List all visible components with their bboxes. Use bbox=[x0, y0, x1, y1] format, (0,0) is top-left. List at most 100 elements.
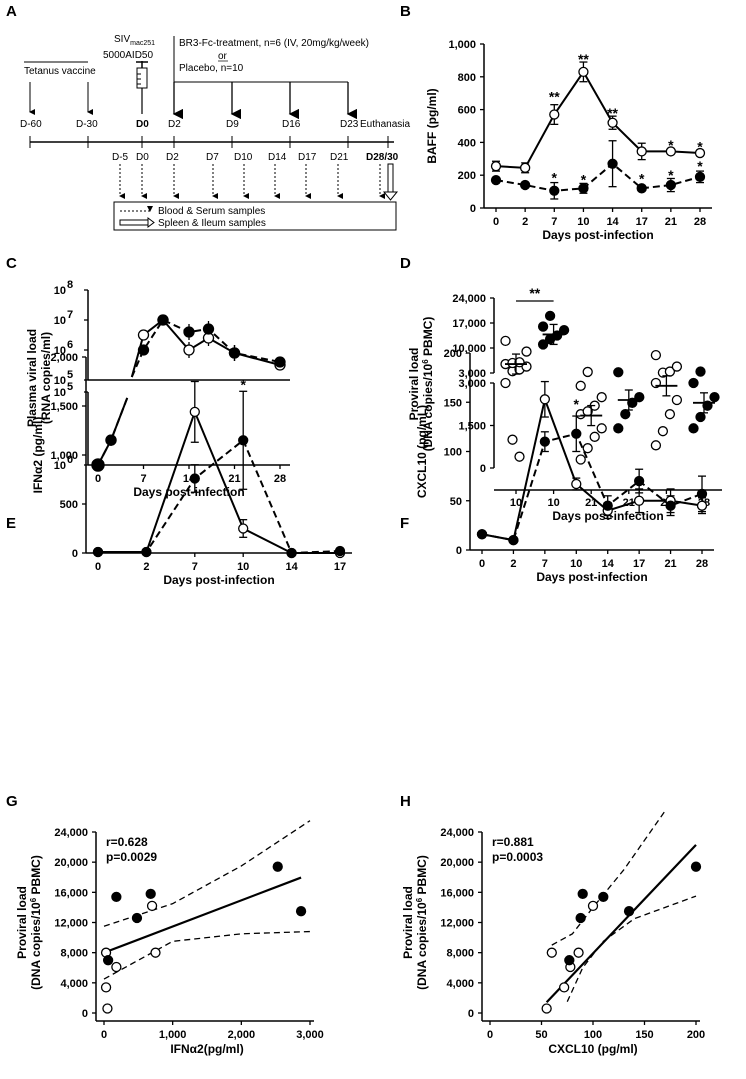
timeline-panel: Tetanus vaccine SIVmac251 5000AID50 BR3-… bbox=[20, 34, 410, 231]
y-tick-label: 10 bbox=[54, 375, 66, 387]
closed-marker bbox=[620, 409, 631, 420]
vaccine-label: Tetanus vaccine bbox=[24, 66, 96, 77]
closed-marker bbox=[490, 174, 502, 186]
x-tick-label: 0 bbox=[95, 473, 101, 485]
y-tick-label: 200 bbox=[444, 348, 462, 360]
x-tick-label: 21 bbox=[228, 473, 240, 485]
day-label: D9 bbox=[226, 119, 239, 130]
y-tick-label: 8,000 bbox=[446, 948, 474, 960]
panel-label-b: B bbox=[400, 3, 411, 20]
baff-chart: 0 200 400 600 800 1,000 0 2 7 10 14 17 21 28 Days post… bbox=[425, 39, 712, 242]
spleen-sample-arrow bbox=[387, 163, 394, 193]
open-marker bbox=[500, 377, 511, 389]
panel-label-g: G bbox=[6, 793, 18, 810]
open-marker bbox=[541, 1003, 552, 1014]
series-line-open bbox=[481, 395, 703, 542]
y-tick-label: 2,000 bbox=[50, 352, 78, 364]
day-label: D23 bbox=[340, 119, 359, 130]
x-tick-label: 2 bbox=[143, 561, 149, 573]
x-axis-label: Days post-infection bbox=[542, 228, 653, 242]
sample-day: D-5 bbox=[112, 152, 129, 163]
y-tick-label: 10 bbox=[54, 315, 66, 327]
closed-marker bbox=[633, 475, 645, 487]
sample-day: D7 bbox=[206, 152, 219, 163]
day-label: D2 bbox=[168, 119, 181, 130]
closed-marker bbox=[598, 891, 609, 903]
y-tick-label: 24,000 bbox=[452, 293, 486, 305]
closed-marker bbox=[613, 367, 624, 378]
open-marker bbox=[582, 366, 593, 378]
x-tick-label: 2,000 bbox=[228, 1029, 256, 1041]
closed-marker bbox=[665, 500, 676, 511]
sample-day: D0 bbox=[136, 152, 149, 163]
open-marker bbox=[633, 495, 645, 506]
y-tick-label: 20,000 bbox=[54, 857, 88, 869]
cxcl10-correlation-chart: 0 4,000 8,000 12,000 16,000 20,000 24,000 0 50 10… bbox=[401, 810, 705, 1056]
y-tick-label: 0 bbox=[480, 463, 486, 475]
y-tick-label: 10,000 bbox=[452, 343, 486, 355]
x-tick-label: 10 bbox=[237, 561, 249, 573]
closed-marker bbox=[690, 861, 702, 872]
sample-arrows bbox=[119, 164, 385, 199]
open-marker bbox=[596, 392, 607, 403]
closed-marker bbox=[695, 411, 706, 423]
y-tick-label: 0 bbox=[456, 545, 462, 557]
open-marker bbox=[578, 66, 589, 78]
closed-marker bbox=[578, 183, 589, 194]
open-marker bbox=[587, 900, 599, 912]
x-tick-label: 150 bbox=[635, 1029, 653, 1041]
open-marker bbox=[238, 523, 249, 534]
open-marker bbox=[657, 426, 669, 437]
closed-marker bbox=[613, 423, 624, 434]
closed-marker bbox=[189, 473, 200, 484]
x-tick-label: 0 bbox=[95, 561, 101, 573]
y-tick-label: 0 bbox=[82, 1008, 88, 1020]
panel-label-d: D bbox=[400, 255, 411, 272]
closed-marker bbox=[105, 434, 117, 446]
significance-label: * bbox=[574, 396, 580, 412]
series-line-closed bbox=[481, 432, 703, 542]
x-axis-label: Days post-infection bbox=[536, 570, 647, 584]
day-label: D0 bbox=[136, 119, 149, 130]
x-tick-label: 3,000 bbox=[296, 1029, 324, 1041]
significance-label: * bbox=[668, 167, 674, 183]
x-tick-label: 2 bbox=[510, 558, 516, 570]
day-label: D16 bbox=[282, 119, 301, 130]
x-tick-label: 14 bbox=[602, 558, 615, 570]
open-marker bbox=[650, 440, 662, 451]
closed-marker bbox=[334, 545, 346, 557]
closed-marker bbox=[141, 546, 152, 558]
y-tick-label: 200 bbox=[458, 170, 476, 182]
x-tick-label: 10 bbox=[577, 216, 589, 228]
y-tick-label: 1,500 bbox=[50, 401, 78, 413]
ci-lower-line bbox=[103, 930, 311, 980]
x-tick-label: 10 bbox=[570, 558, 582, 570]
y-tick-exponent: 8 bbox=[67, 279, 73, 291]
closed-marker bbox=[688, 423, 699, 434]
syringe-icon bbox=[136, 61, 148, 114]
open-marker bbox=[539, 394, 551, 405]
x-tick-label: 28 bbox=[694, 216, 706, 228]
open-marker bbox=[671, 394, 683, 406]
y-tick-label: 10 bbox=[54, 460, 66, 472]
y-tick-label: 0 bbox=[72, 548, 78, 560]
series-line-open bbox=[97, 397, 129, 466]
closed-marker bbox=[183, 326, 195, 338]
open-marker bbox=[636, 146, 647, 157]
open-marker bbox=[575, 380, 586, 391]
x-tick-label: 7 bbox=[542, 558, 548, 570]
series-line-open bbox=[98, 409, 340, 554]
y-tick-label: 100 bbox=[444, 447, 462, 459]
open-marker bbox=[500, 335, 511, 347]
siv-dose-label: 5000AID50 bbox=[103, 50, 153, 61]
r-value: r=0.628 bbox=[106, 835, 148, 849]
open-marker bbox=[521, 346, 532, 357]
y-tick-label: 3,000 bbox=[458, 368, 486, 380]
legend-blood: Blood & Serum samples bbox=[158, 206, 265, 217]
x-tick-label: 28 bbox=[696, 558, 708, 570]
y-tick-exponent: 7 bbox=[67, 309, 73, 321]
open-marker bbox=[111, 961, 122, 973]
x-axis-label: Days post-infection bbox=[133, 485, 244, 499]
x-axis-label: Days post-infection bbox=[163, 573, 274, 587]
